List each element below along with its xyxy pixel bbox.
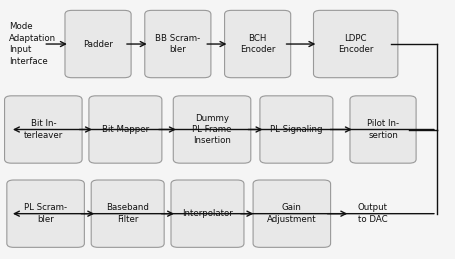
FancyBboxPatch shape [259, 96, 332, 163]
Text: LDPC
Encoder: LDPC Encoder [337, 34, 373, 54]
Text: Gain
Adjustment: Gain Adjustment [267, 204, 316, 224]
FancyBboxPatch shape [91, 180, 164, 247]
FancyBboxPatch shape [5, 96, 82, 163]
FancyBboxPatch shape [313, 10, 397, 78]
FancyBboxPatch shape [224, 10, 290, 78]
Text: Bit Mapper: Bit Mapper [101, 125, 149, 134]
FancyBboxPatch shape [145, 10, 210, 78]
Text: PL Scram-
bler: PL Scram- bler [24, 204, 67, 224]
FancyBboxPatch shape [7, 180, 84, 247]
FancyBboxPatch shape [349, 96, 415, 163]
FancyBboxPatch shape [171, 180, 243, 247]
Text: BB Scram-
bler: BB Scram- bler [155, 34, 200, 54]
FancyBboxPatch shape [65, 10, 131, 78]
Text: PL Signaling: PL Signaling [269, 125, 322, 134]
Text: Baseband
Filter: Baseband Filter [106, 204, 149, 224]
Text: Bit In-
terleaver: Bit In- terleaver [24, 119, 63, 140]
FancyBboxPatch shape [253, 180, 330, 247]
Text: Mode
Adaptation
Input
Interface: Mode Adaptation Input Interface [9, 22, 56, 66]
FancyBboxPatch shape [173, 96, 250, 163]
Text: Output
to DAC: Output to DAC [357, 204, 387, 224]
FancyBboxPatch shape [89, 96, 162, 163]
Text: BCH
Encoder: BCH Encoder [239, 34, 275, 54]
Text: Padder: Padder [83, 40, 113, 48]
Text: Interpolator: Interpolator [182, 209, 233, 218]
Text: Pilot In-
sertion: Pilot In- sertion [366, 119, 398, 140]
Text: Dummy
PL Frame
Insertion: Dummy PL Frame Insertion [192, 113, 231, 146]
